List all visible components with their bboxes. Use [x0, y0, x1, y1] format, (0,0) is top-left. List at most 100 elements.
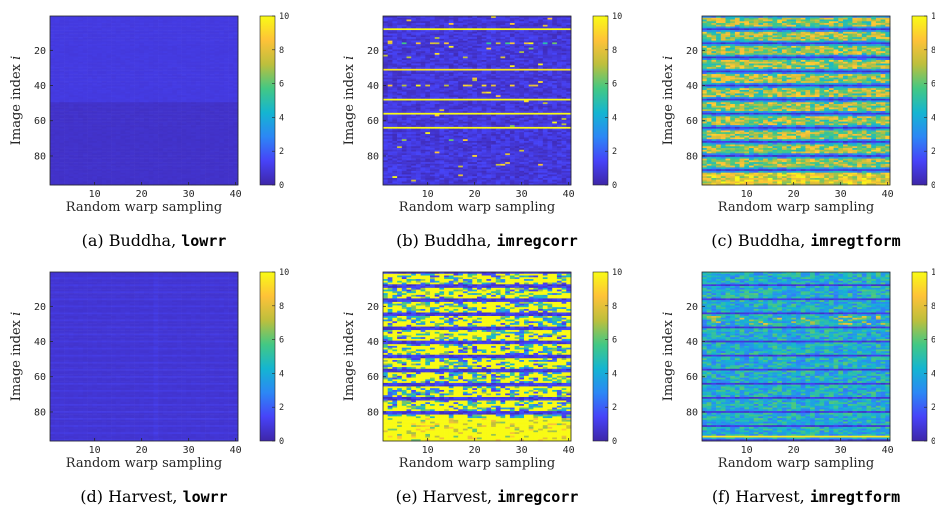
heatmap-cell	[205, 174, 210, 176]
heatmap-cell	[182, 86, 187, 88]
heatmap-cell	[59, 23, 64, 25]
heatmap-cell	[139, 79, 144, 81]
heatmap-cell	[64, 39, 69, 41]
heatmap-cell	[172, 93, 177, 95]
heatmap-cell	[74, 174, 79, 176]
heatmap-cell	[78, 81, 83, 83]
heatmap-cell	[121, 21, 126, 23]
heatmap-cell	[130, 143, 135, 145]
heatmap-cell	[74, 34, 79, 36]
heatmap-cell	[125, 39, 130, 41]
heatmap-cell	[229, 83, 234, 85]
heatmap-cell	[402, 27, 407, 29]
heatmap-cell	[135, 93, 140, 95]
heatmap-cell	[116, 62, 121, 64]
heatmap-cell	[130, 116, 135, 118]
heatmap-cell	[74, 127, 79, 129]
heatmap-cell	[59, 55, 64, 57]
heatmap-cell	[205, 159, 210, 161]
heatmap-cell	[229, 102, 234, 104]
heatmap-cell	[182, 143, 187, 145]
heatmap-cell	[59, 164, 64, 166]
heatmap-cell	[59, 125, 64, 127]
heatmap-cell	[172, 35, 177, 37]
heatmap-cell	[210, 127, 215, 129]
heatmap-cell	[106, 134, 111, 136]
heatmap-cell	[224, 139, 229, 141]
heatmap-cell	[78, 56, 83, 58]
heatmap-cell	[191, 35, 196, 37]
heatmap-cell	[59, 157, 64, 159]
heatmap-cell	[186, 56, 191, 58]
heatmap-cell	[182, 88, 187, 90]
heatmap-cell	[163, 162, 168, 164]
heatmap-cell	[153, 72, 158, 74]
heatmap-cell	[92, 60, 97, 62]
heatmap-cell	[177, 21, 182, 23]
heatmap-cell	[158, 155, 163, 157]
heatmap-cell	[78, 65, 83, 67]
heatmap-cell	[200, 62, 205, 64]
heatmap-cell	[383, 32, 388, 34]
heatmap-cell	[88, 55, 93, 57]
heatmap-cell	[163, 132, 168, 134]
heatmap-cell	[205, 93, 210, 95]
heatmap-cell	[102, 123, 107, 125]
heatmap-cell	[210, 113, 215, 115]
heatmap-cell	[144, 35, 149, 37]
heatmap-cell	[182, 49, 187, 51]
heatmap-cell	[472, 23, 477, 25]
heatmap-cell	[102, 23, 107, 25]
heatmap-cell	[64, 20, 69, 22]
heatmap-cell	[50, 88, 55, 90]
heatmap-cell	[121, 76, 126, 78]
heatmap-cell	[153, 174, 158, 176]
heatmap-cell	[102, 27, 107, 29]
heatmap-cell	[111, 28, 116, 30]
heatmap-cell	[135, 160, 140, 162]
heatmap-cell	[125, 58, 130, 60]
heatmap-cell	[402, 23, 407, 25]
heatmap-cell	[92, 62, 97, 64]
heatmap-cell	[50, 79, 55, 81]
heatmap-cell	[224, 90, 229, 92]
heatmap-cell	[74, 76, 79, 78]
heatmap-cell	[121, 123, 126, 125]
heatmap-cell	[533, 18, 538, 20]
heatmap-cell	[233, 120, 238, 122]
heatmap-cell	[196, 20, 201, 22]
heatmap-cell	[139, 141, 144, 143]
heatmap-cell	[182, 164, 187, 166]
heatmap-cell	[200, 118, 205, 120]
heatmap-cell	[219, 171, 224, 173]
heatmap-cell	[233, 146, 238, 148]
heatmap-cell	[210, 85, 215, 87]
heatmap-cell	[439, 30, 444, 32]
heatmap-cell	[233, 95, 238, 97]
heatmap-cell	[411, 18, 416, 20]
heatmap-cell	[191, 74, 196, 76]
heatmap-cell	[149, 95, 154, 97]
heatmap-cell	[69, 134, 74, 136]
heatmap-cell	[229, 79, 234, 81]
heatmap-cell	[88, 116, 93, 118]
heatmap-cell	[421, 25, 426, 27]
heatmap-cell	[229, 109, 234, 111]
heatmap-cell	[55, 137, 60, 139]
heatmap-cell	[200, 72, 205, 74]
heatmap-cell	[64, 41, 69, 43]
heatmap-cell	[111, 176, 116, 178]
heatmap-cell	[191, 129, 196, 131]
heatmap-cell	[186, 37, 191, 39]
heatmap-cell	[153, 20, 158, 22]
heatmap-cell	[130, 111, 135, 113]
heatmap-cell	[69, 122, 74, 124]
heatmap-cell	[121, 122, 126, 124]
heatmap-cell	[92, 20, 97, 22]
heatmap-cell	[64, 83, 69, 85]
heatmap-cell	[388, 18, 393, 20]
heatmap-cell	[191, 79, 196, 81]
heatmap-cell	[224, 72, 229, 74]
heatmap-cell	[168, 81, 173, 83]
heatmap-cell	[163, 86, 168, 88]
